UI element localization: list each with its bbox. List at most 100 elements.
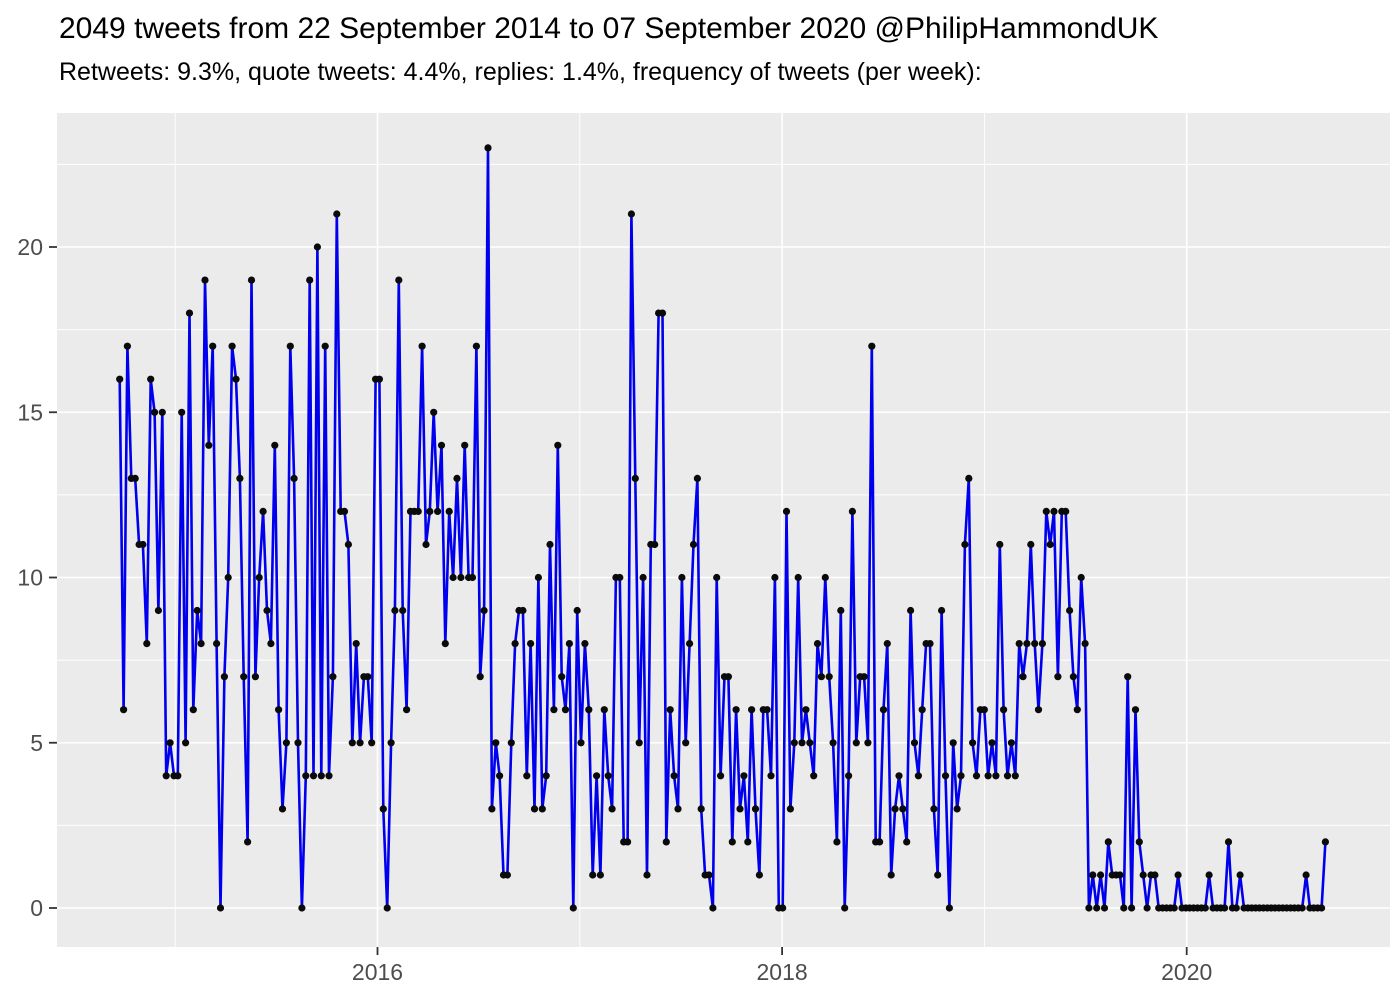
data-point: [205, 441, 213, 449]
data-point: [624, 838, 632, 846]
data-point: [123, 342, 131, 350]
data-point: [480, 606, 488, 615]
data-point: [860, 673, 868, 681]
data-point: [340, 507, 349, 515]
data-point: [375, 375, 383, 383]
data-point: [530, 805, 539, 813]
data-point: [383, 904, 391, 912]
data-point: [678, 573, 686, 582]
data-point: [593, 772, 601, 780]
data-point: [1077, 573, 1085, 582]
data-point: [414, 507, 422, 515]
data-point: [686, 640, 694, 648]
data-point: [996, 540, 1004, 549]
data-point: [577, 739, 585, 747]
y-axis-label: 5: [30, 730, 43, 756]
data-point: [980, 706, 988, 714]
data-point: [224, 573, 232, 582]
data-point: [1100, 904, 1109, 912]
data-point: [763, 706, 771, 714]
data-point: [139, 540, 147, 549]
data-point: [748, 706, 756, 714]
data-point: [476, 673, 484, 681]
data-point: [449, 573, 457, 582]
data-point: [891, 805, 899, 813]
data-point: [806, 739, 814, 747]
data-point: [926, 640, 934, 648]
data-point: [724, 673, 733, 681]
data-point: [887, 871, 895, 879]
data-point: [306, 276, 314, 284]
chart-subtitle: Retweets: 9.3%, quote tweets: 4.4%, repl…: [59, 58, 982, 86]
data-point: [158, 408, 166, 416]
data-point: [631, 474, 639, 482]
data-point: [779, 904, 787, 912]
data-point: [1085, 904, 1093, 912]
data-point: [228, 342, 236, 350]
data-point: [751, 805, 760, 813]
data-point: [868, 342, 876, 350]
data-point: [240, 673, 248, 681]
data-point: [178, 408, 186, 416]
data-point: [771, 573, 779, 582]
data-point: [1124, 673, 1132, 681]
data-point: [670, 772, 678, 780]
data-point: [348, 739, 356, 747]
data-point: [247, 276, 256, 284]
data-point: [441, 640, 449, 648]
data-point: [558, 673, 566, 681]
y-axis-label: 10: [17, 565, 43, 591]
data-point: [639, 573, 647, 582]
data-point: [899, 805, 907, 813]
data-point: [864, 739, 872, 747]
data-point: [329, 673, 337, 681]
data-point: [437, 441, 446, 449]
y-axis-label: 0: [30, 895, 43, 921]
data-point: [682, 739, 690, 747]
data-point: [546, 540, 554, 549]
data-point: [790, 739, 798, 747]
data-point: [744, 838, 752, 846]
data-point: [174, 772, 182, 780]
data-point: [732, 706, 740, 714]
data-point: [674, 805, 682, 813]
data-point: [391, 606, 399, 615]
data-point: [1120, 904, 1128, 912]
data-point: [802, 706, 810, 714]
data-point: [492, 739, 500, 747]
data-point: [457, 573, 465, 582]
data-point: [961, 540, 969, 549]
data-point: [895, 772, 903, 780]
data-point: [569, 904, 577, 912]
data-point: [430, 408, 438, 416]
data-point: [1046, 540, 1054, 549]
data-point: [992, 772, 1000, 780]
data-point: [561, 706, 570, 714]
data-point: [503, 871, 511, 879]
data-point: [213, 640, 221, 648]
data-point: [1011, 772, 1019, 780]
data-point: [965, 474, 973, 482]
data-point: [201, 276, 209, 284]
data-point: [154, 606, 162, 615]
data-point: [368, 739, 376, 747]
data-point: [1069, 673, 1077, 681]
data-point: [589, 871, 597, 879]
data-point: [573, 606, 581, 615]
data-point: [794, 573, 802, 582]
data-point: [918, 706, 926, 714]
data-point: [709, 904, 717, 912]
data-point: [1050, 507, 1058, 515]
data-point: [600, 706, 608, 714]
plot-panel: [57, 113, 1390, 947]
data-point: [945, 904, 954, 912]
data-point: [166, 739, 174, 747]
x-axis-label: 2020: [1161, 959, 1212, 985]
data-point: [1015, 640, 1023, 648]
data-point: [852, 739, 860, 747]
data-point: [1143, 904, 1151, 912]
data-point: [309, 772, 318, 780]
data-point: [941, 772, 950, 780]
data-point: [938, 606, 946, 615]
